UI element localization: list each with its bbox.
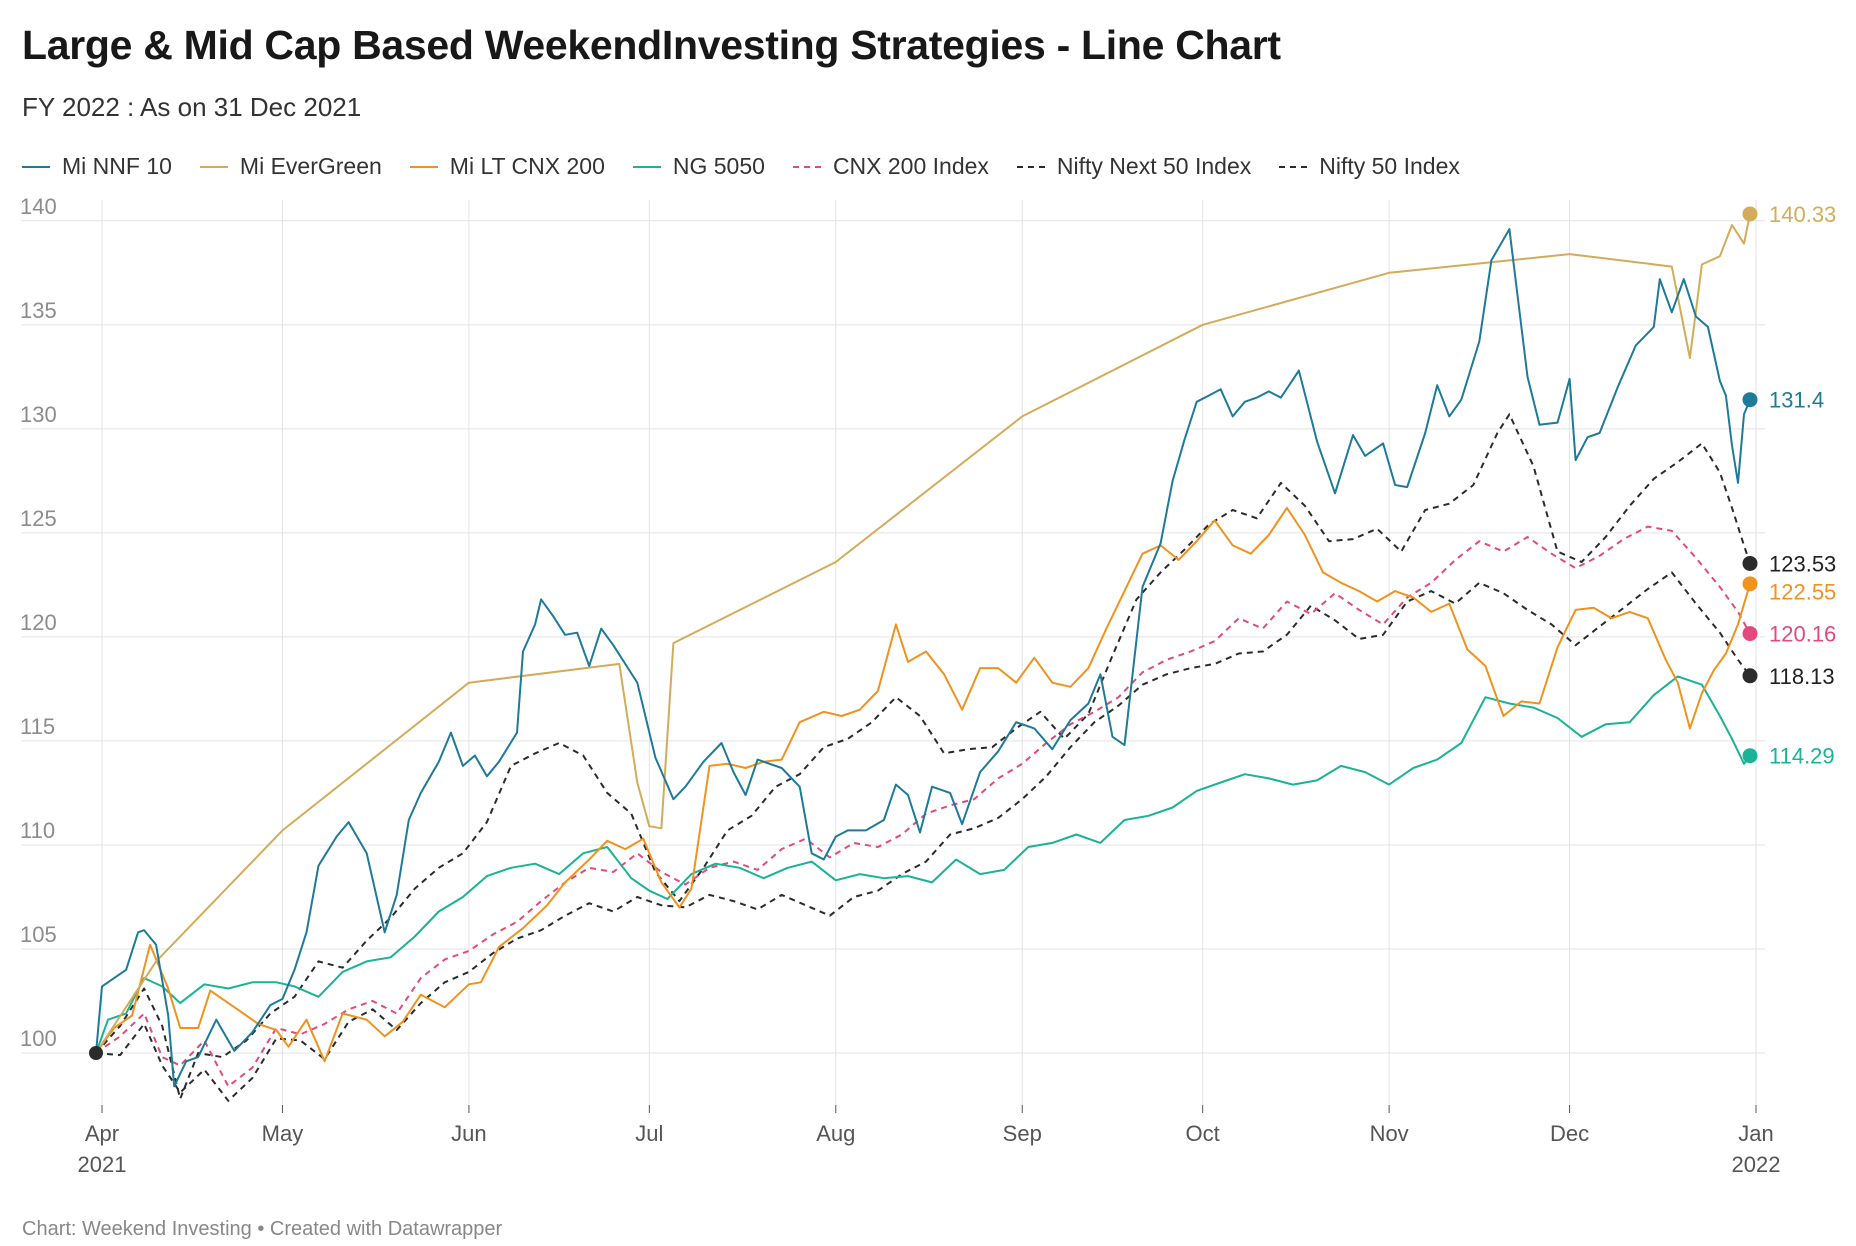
legend-label: Nifty 50 Index [1319,153,1460,179]
y-tick-label-125: 125 [20,506,57,531]
legend-item-mi-nnf-10: Mi NNF 10 [22,153,172,180]
series-lines [95,213,1751,1102]
y-tick-label-135: 135 [20,298,57,323]
series-end-label-mi-nnf-10: 131.4 [1769,388,1824,413]
series-end-label-cnx-200-index: 120.16 [1769,622,1836,647]
series-end-label-nifty-50-index: 118.13 [1769,664,1835,689]
x-tick-sublabel-2021: 2021 [78,1152,127,1177]
legend-swatch [792,165,821,168]
legend-label: Mi NNF 10 [62,153,172,179]
series-end-label-mi-lt-cnx-200: 122.55 [1769,579,1836,604]
chart-subtitle: FY 2022 : As on 31 Dec 2021 [22,92,362,122]
series-end-label-ng-5050: 114.29 [1769,744,1835,769]
series-end-dot-mi-evergreen [1742,206,1758,222]
legend-label: Nifty Next 50 Index [1056,153,1252,179]
y-tick-label-120: 120 [20,610,57,635]
y-tick-label-140: 140 [20,194,57,219]
x-tick-label-jul: Jul [635,1121,663,1146]
series-end-label-nifty-next-50-index: 123.53 [1769,551,1836,576]
x-tick-label-dec: Dec [1550,1121,1589,1146]
series-end-dot-ng-5050 [1742,748,1758,764]
series-line-mi-nnf-10 [95,228,1751,1088]
series-line-mi-lt-cnx-200 [95,506,1751,1063]
y-tick-label-105: 105 [20,922,57,947]
chart-legend: Mi NNF 10 Mi EverGreen Mi LT CNX 200 NG 505… [22,153,1488,180]
series-end-dot-nifty-next-50-index [1742,555,1758,571]
x-axis-ticks: Apr 2021 May Jun Jul Aug Sep Oct Nov Dec Jan 2022 [78,1121,1781,1177]
series-line-mi-evergreen [95,213,1751,1054]
legend-label: CNX 200 Index [832,153,989,179]
x-tick-sublabel-2022: 2022 [1732,1152,1781,1177]
legend-swatch [1016,165,1045,168]
series-line-ng-5050 [95,675,1751,1054]
legend-swatch [199,165,228,168]
legend-swatch [1279,165,1308,168]
y-axis-ticks: 100 105 110 115 120 125 130 135 140 [20,194,57,1051]
y-tick-label-110: 110 [20,818,55,843]
y-tick-label-130: 130 [20,402,57,427]
legend-label: NG 5050 [672,153,765,179]
legend-item-cnx-200-index: CNX 200 Index [792,153,989,180]
x-tick-label-apr: Apr [85,1121,119,1146]
legend-swatch [632,165,661,168]
series-end-labels: 131.4 140.33 122.55 114.29 120.16 123.53 118.1… [89,202,1836,1060]
legend-swatch [409,165,438,168]
series-line-cnx-200-index [95,525,1751,1088]
series-start-dot [89,1045,103,1060]
legend-label: Mi EverGreen [239,153,382,179]
legend-item-mi-lt-cnx-200: Mi LT CNX 200 [409,153,605,180]
grid-lines [21,200,1765,1113]
legend-item-nifty-next-50-index: Nifty Next 50 Index [1016,153,1252,180]
chart-credit: Chart: Weekend Investing • Created with … [22,1218,503,1240]
series-end-dot-cnx-200-index [1742,626,1758,642]
x-tick-label-aug: Aug [816,1121,855,1146]
y-tick-label-115: 115 [20,714,55,739]
x-tick-label-sep: Sep [1003,1121,1042,1146]
x-tick-label-jan: Jan [1738,1121,1773,1146]
series-end-dot-mi-lt-cnx-200 [1742,576,1758,592]
y-tick-label-100: 100 [20,1026,57,1051]
series-end-dot-nifty-50-index [1742,668,1758,684]
x-tick-label-nov: Nov [1370,1121,1409,1146]
legend-item-mi-evergreen: Mi EverGreen [199,153,382,180]
series-end-label-mi-evergreen: 140.33 [1769,202,1836,227]
legend-swatch [22,165,50,168]
legend-item-nifty-50-index: Nifty 50 Index [1279,153,1460,180]
series-line-nifty-50-index [95,571,1751,1102]
series-end-dot-mi-nnf-10 [1742,392,1758,408]
x-tick-label-may: May [262,1121,304,1146]
x-tick-label-oct: Oct [1186,1121,1220,1146]
legend-label: Mi LT CNX 200 [449,153,605,179]
legend-item-ng-5050: NG 5050 [632,153,765,180]
series-line-nifty-next-50-index [95,413,1751,1100]
x-tick-label-jun: Jun [451,1121,486,1146]
chart-title: Large & Mid Cap Based WeekendInvesting S… [22,22,1281,68]
